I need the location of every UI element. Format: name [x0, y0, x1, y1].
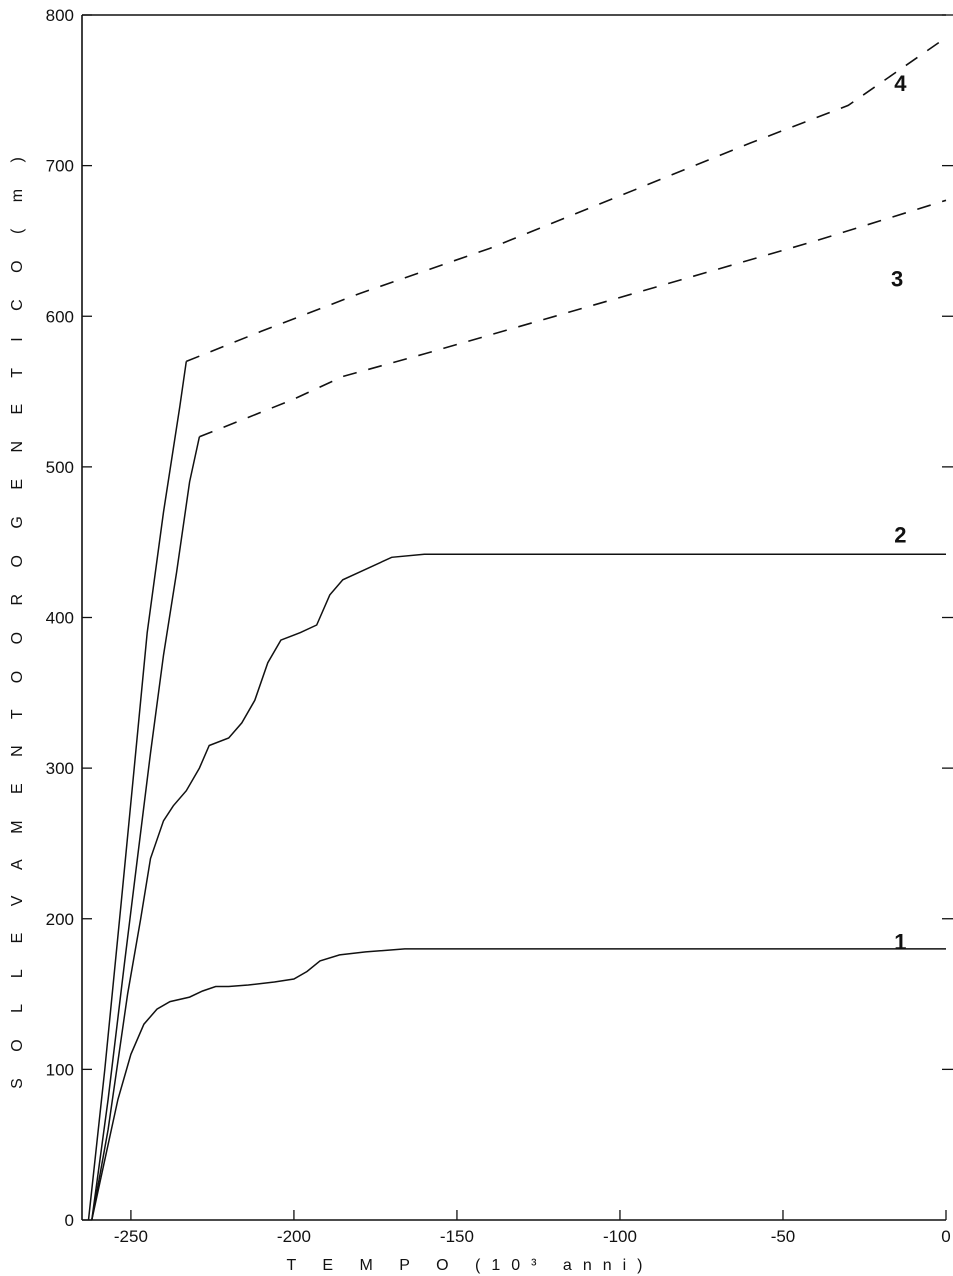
curve-4-dashed — [186, 36, 947, 363]
curve-3-dashed — [199, 199, 947, 438]
x-tick-label: -150 — [440, 1227, 474, 1246]
curve-label-3: 3 — [891, 267, 903, 292]
y-tick-label: 600 — [46, 307, 74, 326]
curve-label-1: 1 — [894, 929, 906, 954]
curve-2-solid — [91, 553, 946, 1221]
y-tick-label: 700 — [46, 157, 74, 176]
y-tick-label: 300 — [46, 759, 74, 778]
curve-4-solid — [87, 361, 188, 1221]
labels: 1 2 3 4 — [891, 71, 907, 955]
y-tick-label: 500 — [46, 458, 74, 477]
y-tick-label: 0 — [65, 1211, 74, 1230]
x-tick-label: -200 — [277, 1227, 311, 1246]
y-tick-label: 800 — [46, 6, 74, 25]
curve-3-solid — [91, 436, 201, 1221]
curve-1-solid — [91, 948, 946, 1221]
curves — [87, 36, 947, 1221]
x-tick-label: 0 — [941, 1227, 950, 1246]
y-tick-label: 100 — [46, 1060, 74, 1079]
y-tick-label: 200 — [46, 910, 74, 929]
y-axis-title: S O L L E V A M E N T O O R O G E N E T … — [9, 146, 26, 1089]
curve-label-4: 4 — [894, 71, 907, 96]
x-tick-label: -100 — [603, 1227, 637, 1246]
x-tick-label: -250 — [114, 1227, 148, 1246]
x-axis-title: T E M P O (10³ anni) — [286, 1257, 653, 1274]
curve-label-2: 2 — [894, 523, 906, 548]
x-tick-label: -50 — [771, 1227, 796, 1246]
y-tick-label: 400 — [46, 609, 74, 628]
axes: 0 100 200 300 400 500 600 700 800 -250 -200 -150 -10… — [9, 6, 953, 1274]
